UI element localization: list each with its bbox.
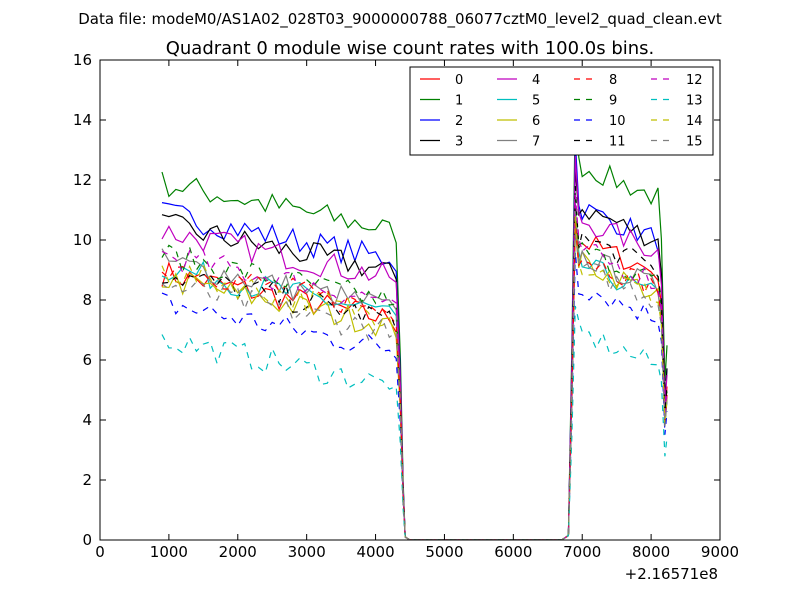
legend-label-5: 5 — [532, 94, 540, 109]
series-line-15 — [161, 233, 668, 540]
series-line-10 — [161, 251, 668, 540]
series-layer — [161, 107, 668, 540]
legend-label-13: 13 — [686, 94, 703, 109]
x-tick-label: 4000 — [356, 543, 394, 561]
y-tick-label: 6 — [82, 351, 92, 369]
y-tick-label: 2 — [82, 471, 92, 489]
data-file-header: Data file: modeM0/AS1A02_028T03_90000007… — [78, 10, 722, 29]
series-line-0 — [161, 224, 668, 540]
series-line-13 — [161, 305, 668, 540]
y-tick-label: 0 — [82, 531, 92, 549]
series-line-5 — [161, 209, 668, 540]
legend-label-1: 1 — [455, 94, 463, 109]
series-line-8 — [161, 221, 668, 540]
y-tick-label: 14 — [73, 111, 92, 129]
series-line-6 — [161, 227, 668, 540]
legend-label-7: 7 — [532, 135, 540, 150]
x-tick-label: 1000 — [150, 543, 188, 561]
ticks-layer: 0 1000 2000 3000 4000 5000 6000 7000 8000 9000 0 2 4… — [73, 51, 739, 561]
x-tick-label: 0 — [95, 543, 105, 561]
legend-label-15: 15 — [686, 135, 703, 150]
series-line-12 — [161, 194, 668, 540]
y-tick-label: 10 — [73, 231, 92, 249]
y-tick-label: 16 — [73, 51, 92, 69]
y-tick-label: 8 — [82, 291, 92, 309]
series-line-7 — [161, 203, 668, 540]
legend-label-0: 0 — [455, 73, 463, 88]
y-tick-label: 4 — [82, 411, 92, 429]
x-offset-label: +2.16571e8 — [625, 565, 718, 583]
legend-label-6: 6 — [532, 114, 540, 129]
series-line-11 — [161, 185, 668, 540]
series-line-4 — [161, 155, 668, 540]
legend-frame — [409, 66, 714, 156]
legend-label-12: 12 — [686, 73, 703, 88]
legend-label-10: 10 — [609, 114, 626, 129]
series-line-9 — [161, 197, 668, 540]
x-tick-label: 3000 — [288, 543, 326, 561]
x-tick-label: 6000 — [494, 543, 532, 561]
x-tick-label: 2000 — [219, 543, 257, 561]
legend-label-3: 3 — [455, 135, 463, 150]
legend-label-9: 9 — [609, 94, 617, 109]
series-line-3 — [161, 167, 668, 540]
legend-label-8: 8 — [609, 73, 617, 88]
legend-label-4: 4 — [532, 73, 540, 88]
y-tick-label: 12 — [73, 171, 92, 189]
series-line-1 — [161, 107, 668, 540]
x-tick-label: 7000 — [563, 543, 601, 561]
x-tick-label: 9000 — [701, 543, 739, 561]
legend-label-2: 2 — [455, 114, 463, 129]
chart-title: Quadrant 0 module wise count rates with … — [166, 38, 655, 59]
x-tick-label: 8000 — [632, 543, 670, 561]
legend-label-11: 11 — [609, 135, 626, 150]
x-tick-label: 5000 — [425, 543, 463, 561]
legend-label-14: 14 — [686, 114, 703, 129]
